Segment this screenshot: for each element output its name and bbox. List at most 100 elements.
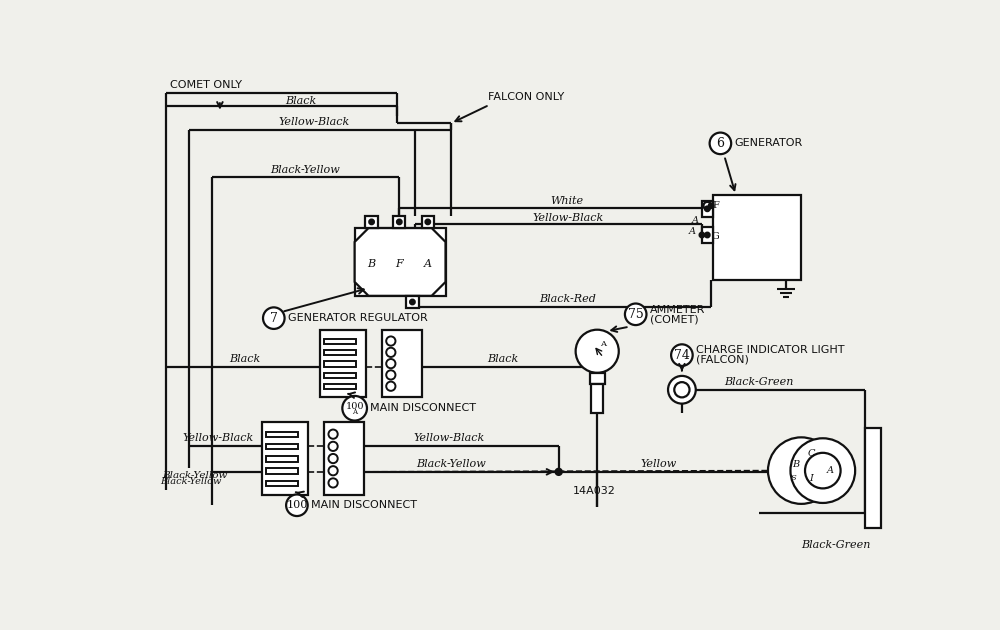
Text: 75: 75 <box>628 308 644 321</box>
Circle shape <box>369 220 374 224</box>
Text: MAIN DISCONNECT: MAIN DISCONNECT <box>370 403 476 413</box>
Bar <box>324 422 364 495</box>
Circle shape <box>286 495 308 516</box>
Bar <box>382 329 422 398</box>
Bar <box>266 432 298 437</box>
Circle shape <box>790 438 855 503</box>
Bar <box>702 201 713 217</box>
Circle shape <box>805 453 841 488</box>
Circle shape <box>386 382 395 391</box>
Text: Black-Red: Black-Red <box>540 294 596 304</box>
Text: Yellow: Yellow <box>641 459 677 469</box>
Text: AMMETER: AMMETER <box>650 306 705 316</box>
Circle shape <box>576 329 619 373</box>
Circle shape <box>705 232 710 238</box>
Text: 7: 7 <box>270 312 278 324</box>
Bar <box>320 329 366 398</box>
Bar <box>324 384 356 389</box>
Circle shape <box>705 207 710 211</box>
Text: CHARGE INDICATOR LIGHT: CHARGE INDICATOR LIGHT <box>696 345 844 355</box>
Text: A: A <box>352 408 357 416</box>
Text: 100: 100 <box>286 500 308 510</box>
Text: Black: Black <box>487 354 518 364</box>
Bar <box>266 456 298 462</box>
Text: G: G <box>712 232 720 241</box>
Text: Black-Green: Black-Green <box>801 541 871 550</box>
Circle shape <box>328 442 338 451</box>
Text: 14A032: 14A032 <box>573 486 615 496</box>
Bar <box>393 215 405 228</box>
Circle shape <box>674 382 690 398</box>
Text: Yellow-Black: Yellow-Black <box>414 433 485 443</box>
Text: F: F <box>395 260 403 269</box>
Bar <box>591 384 603 413</box>
Text: S: S <box>791 474 796 483</box>
Circle shape <box>668 376 696 404</box>
Circle shape <box>703 202 711 210</box>
Circle shape <box>768 437 835 504</box>
Text: 100: 100 <box>345 402 364 411</box>
Circle shape <box>386 336 395 346</box>
Text: A: A <box>600 340 606 348</box>
Bar <box>324 350 356 355</box>
Bar <box>365 215 378 228</box>
Circle shape <box>700 232 704 238</box>
Text: 74: 74 <box>674 348 690 362</box>
Text: A: A <box>689 227 696 236</box>
Circle shape <box>263 307 285 329</box>
Text: COMET ONLY: COMET ONLY <box>170 80 242 90</box>
Text: Yellow-Black: Yellow-Black <box>278 117 349 127</box>
Polygon shape <box>355 228 446 296</box>
Bar <box>266 481 298 486</box>
Circle shape <box>425 220 430 224</box>
Bar <box>702 227 713 243</box>
Text: MAIN DISCONNECT: MAIN DISCONNECT <box>311 500 417 510</box>
Circle shape <box>556 469 562 475</box>
Text: FALCON ONLY: FALCON ONLY <box>488 92 564 102</box>
Circle shape <box>386 359 395 369</box>
Text: Black-Yellow: Black-Yellow <box>160 476 221 486</box>
Text: A: A <box>692 216 699 225</box>
Text: Black: Black <box>229 354 260 364</box>
Text: Black-Yellow: Black-Yellow <box>163 471 228 481</box>
Circle shape <box>328 454 338 463</box>
Bar <box>713 195 801 280</box>
Bar <box>324 362 356 367</box>
Bar <box>406 296 419 308</box>
Text: (COMET): (COMET) <box>650 315 698 324</box>
Bar <box>865 428 881 529</box>
Text: 6: 6 <box>716 137 724 150</box>
Text: Black-Yellow: Black-Yellow <box>270 164 339 175</box>
Text: F: F <box>712 201 719 210</box>
Bar <box>324 372 356 378</box>
Text: Yellow-Black: Yellow-Black <box>183 433 254 443</box>
Circle shape <box>328 430 338 438</box>
Text: B: B <box>368 260 376 269</box>
Text: (FALCON): (FALCON) <box>696 355 749 365</box>
Text: Black-Green: Black-Green <box>724 377 794 387</box>
Bar <box>266 444 298 449</box>
Circle shape <box>625 304 646 325</box>
Text: Yellow-Black: Yellow-Black <box>532 213 604 223</box>
Text: B: B <box>792 460 799 469</box>
Bar <box>266 469 298 474</box>
Bar <box>324 339 356 344</box>
Circle shape <box>328 478 338 488</box>
Circle shape <box>397 220 402 224</box>
Text: GENERATOR REGULATOR: GENERATOR REGULATOR <box>288 313 427 323</box>
Circle shape <box>386 370 395 379</box>
Circle shape <box>342 396 367 421</box>
Circle shape <box>386 348 395 357</box>
Circle shape <box>410 300 415 304</box>
Text: Black: Black <box>285 96 316 106</box>
Text: A: A <box>827 466 834 475</box>
Bar <box>262 422 308 495</box>
Circle shape <box>709 203 713 208</box>
Text: White: White <box>550 196 583 206</box>
Text: Black-Yellow: Black-Yellow <box>416 459 486 469</box>
Text: C: C <box>808 449 815 458</box>
Bar <box>590 373 605 384</box>
Text: A: A <box>424 260 432 269</box>
Circle shape <box>671 345 693 366</box>
Text: GENERATOR: GENERATOR <box>734 139 803 148</box>
